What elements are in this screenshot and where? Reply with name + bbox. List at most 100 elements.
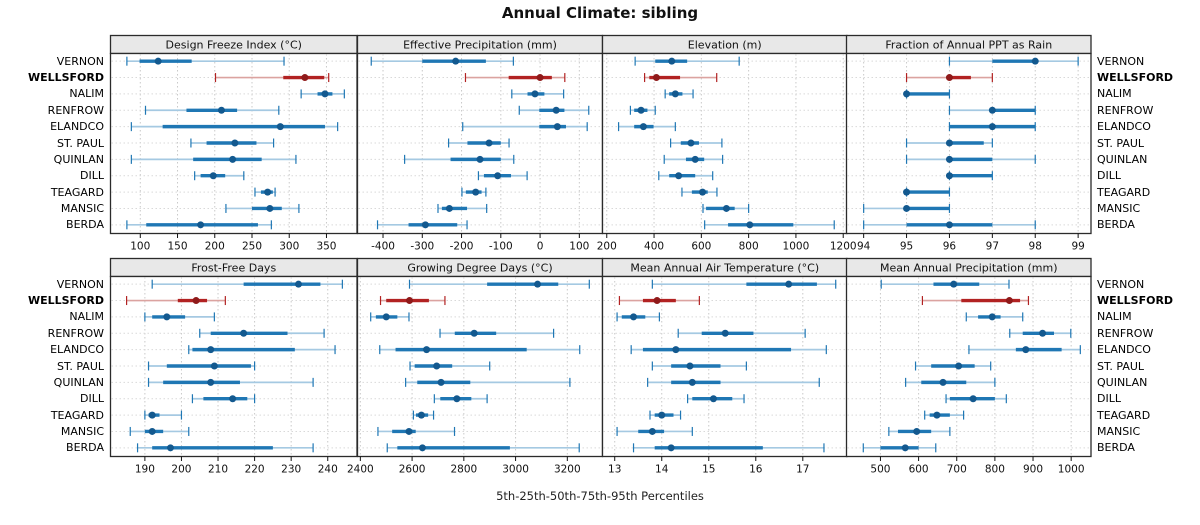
median-dot [903, 188, 911, 196]
percentile-row [648, 410, 681, 420]
percentile-row [945, 394, 1007, 404]
axis-tick-label: 1000 [782, 241, 809, 253]
median-dot [969, 395, 977, 403]
median-dot [903, 204, 911, 212]
percentile-row [1009, 328, 1072, 338]
axis-tick-label: 300 [279, 241, 299, 253]
axis-tick-label: 150 [168, 241, 188, 253]
row-label-left: QUINLAN [53, 152, 104, 166]
row-label-left: ST. PAUL [56, 136, 104, 150]
percentile-row [460, 187, 486, 197]
median-dot [667, 444, 675, 452]
median-dot [637, 106, 645, 114]
percentile-row [447, 138, 510, 148]
median-dot [437, 378, 445, 386]
axis-tick-label: -300 [410, 241, 434, 253]
axis-tick-label: 350 [316, 241, 336, 253]
median-dot [533, 280, 541, 288]
percentile-row [617, 122, 676, 132]
row-label-right: MANSIC [1097, 424, 1141, 438]
percentile-row [510, 89, 564, 99]
median-dot [209, 172, 217, 180]
percentile-row [404, 377, 571, 387]
percentile-row [863, 220, 1036, 230]
chart-title: Annual Climate: sibling [501, 4, 699, 22]
median-dot [698, 188, 706, 196]
row-label-left: MANSIC [60, 201, 104, 215]
row-label-left: DILL [80, 392, 104, 406]
facet-title: Mean Annual Precipitation (mm) [880, 262, 1057, 275]
row-label-right: ST. PAUL [1097, 136, 1145, 150]
facet-title: Growing Degree Days (°C) [407, 262, 552, 275]
axis-tick-label: 3200 [553, 464, 580, 476]
axis-tick-label: 2600 [398, 464, 425, 476]
percentile-row [632, 443, 825, 453]
row-label-right: TEAGARD [1097, 408, 1151, 422]
median-dot [667, 57, 675, 65]
median-dot [154, 57, 162, 65]
row-label-left: RENFROW [47, 103, 104, 117]
row-label-right: RENFROW [1097, 103, 1154, 117]
percentile-row [903, 187, 951, 197]
percentile-row [863, 203, 951, 213]
row-label-right: DILL [1097, 169, 1121, 183]
facet-title: Mean Annual Air Temperature (°C) [630, 262, 819, 275]
median-dot [722, 204, 730, 212]
median-dot [404, 427, 412, 435]
axis-tick-label: 600 [909, 464, 929, 476]
percentile-row [615, 426, 693, 436]
row-label-left: ELANDCO [50, 343, 104, 357]
axis-tick-label: 1200 [829, 241, 856, 253]
row-label-right: DILL [1097, 392, 1121, 406]
median-dot [691, 155, 699, 163]
median-dot [552, 106, 560, 114]
median-dot [493, 172, 501, 180]
percentile-row [386, 443, 580, 453]
percentile-row [903, 89, 951, 99]
median-dot [988, 106, 996, 114]
median-dot [686, 139, 694, 147]
median-dot [231, 139, 239, 147]
percentile-row [199, 328, 325, 338]
percentile-row [129, 426, 190, 436]
row-label-left: QUINLAN [53, 375, 104, 389]
median-dot [445, 204, 453, 212]
median-dot [207, 346, 215, 354]
percentile-row [151, 279, 343, 289]
axis-tick-label: -400 [371, 241, 395, 253]
percentile-row [905, 154, 1036, 164]
axis-tick-label: 100 [130, 241, 150, 253]
row-label-left: RENFROW [47, 326, 104, 340]
median-dot [301, 74, 309, 82]
percentile-row [477, 171, 528, 181]
median-dot [901, 444, 909, 452]
median-dot [294, 280, 302, 288]
axis-tick-label: 96 [943, 241, 957, 253]
percentile-row [968, 345, 1081, 355]
row-label-left: BERDA [66, 441, 104, 455]
median-dot [530, 90, 538, 98]
row-label-right: WELLSFORD [1097, 294, 1174, 308]
axis-tick-label: 400 [644, 241, 664, 253]
axis-tick-label: 2800 [450, 464, 477, 476]
facet-panel: Elevation (m) 200 400 600 800 1000 1200 [596, 34, 856, 253]
axis-tick-label: 1000 [1058, 464, 1085, 476]
percentile-row [643, 73, 717, 83]
percentile-row [677, 328, 806, 338]
facet-title: Elevation (m) [687, 39, 761, 52]
percentile-row [948, 122, 1036, 132]
row-label-right: BERDA [1097, 218, 1135, 232]
row-label-right: VERNON [1097, 277, 1145, 291]
percentile-row [144, 105, 280, 115]
axis-tick-label: 17 [796, 464, 809, 476]
row-label-right: QUINLAN [1097, 375, 1148, 389]
axis-tick-label: 800 [738, 241, 758, 253]
axis-tick-label: 100 [569, 241, 589, 253]
median-dot [229, 395, 237, 403]
percentile-row [921, 296, 1030, 306]
median-dot [476, 155, 483, 163]
axis-tick-label: 200 [205, 241, 225, 253]
median-dot [653, 297, 661, 305]
median-dot [264, 188, 272, 196]
median-dot [166, 444, 174, 452]
